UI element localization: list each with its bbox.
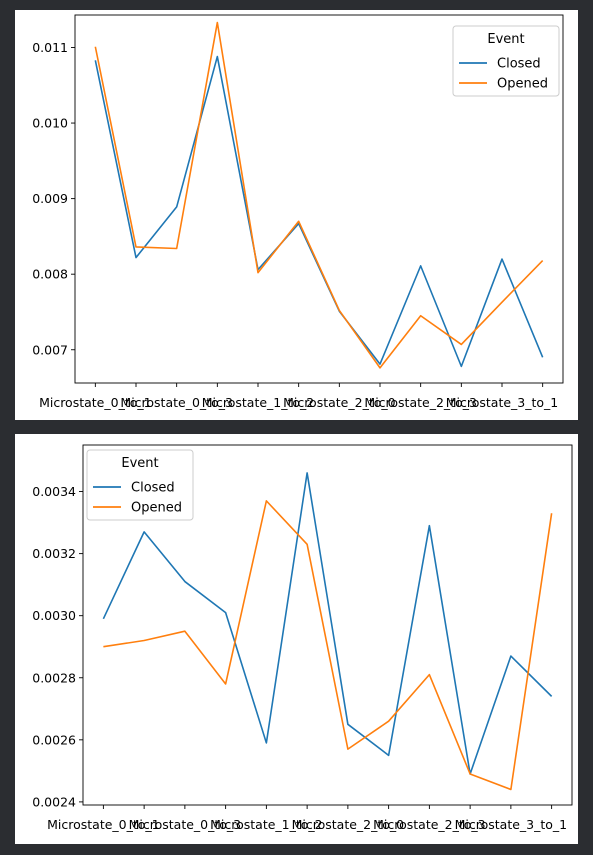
- legend-box: [452, 25, 560, 97]
- y-tick-label: 0.0034: [32, 484, 76, 499]
- x-tick-label: Microstate_3_to_1: [455, 817, 568, 832]
- series-line-opened: [94, 21, 544, 369]
- x-tick-label: Microstate_1_to_2: [210, 817, 323, 832]
- legend-title: Event: [121, 456, 158, 471]
- y-tick-label: 0.007: [32, 342, 68, 357]
- x-tick-label: Microstate_0_to_3: [129, 817, 242, 832]
- x-tick-label: Microstate_2_to_3: [373, 817, 486, 832]
- y-tick-label: 0.010: [32, 116, 68, 131]
- line-chart-top: 0.007 0.008 0.009 0.010 0.011 Microstate_0_to…: [32, 14, 564, 410]
- series-line-opened: [103, 500, 553, 791]
- x-tick-label: Microstate_3_to_1: [446, 395, 559, 410]
- y-tick-label: 0.0030: [32, 608, 76, 623]
- legend-title: Event: [487, 32, 524, 47]
- y-tick-label: 0.011: [32, 40, 68, 55]
- legend-label-closed: Closed: [497, 57, 541, 72]
- series-line-closed: [102, 472, 553, 775]
- legend-label-closed: Closed: [131, 481, 175, 496]
- y-tick-label: 0.008: [32, 267, 68, 282]
- legend-box: [86, 449, 194, 521]
- x-tick-label: Microstate_2_to_3: [364, 395, 477, 410]
- legend-label-opened: Opened: [497, 77, 548, 92]
- y-tick-label: 0.0032: [32, 546, 76, 561]
- x-tick-label: Microstate_2_to_0: [283, 395, 396, 410]
- y-tick-label: 0.0024: [32, 794, 76, 809]
- line-chart-bottom: 0.0024 0.0026 0.0028 0.0030 0.0032 0.0034 Micr…: [32, 444, 573, 832]
- x-tick-label: Microstate_0_to_1: [39, 395, 152, 410]
- plot-frame: [82, 444, 573, 806]
- series-line-closed: [94, 55, 544, 368]
- x-tick-label: Microstate_0_to_3: [120, 395, 233, 410]
- y-tick-label: 0.0026: [32, 732, 76, 747]
- x-tick-label: Microstate_0_to_1: [47, 817, 160, 832]
- y-tick-label: 0.0028: [32, 670, 76, 685]
- chart-panel-top: 0.007 0.008 0.009 0.010 0.011 Microstate_0_to…: [15, 10, 578, 420]
- y-tick-label: 0.009: [32, 191, 68, 206]
- legend-label-opened: Opened: [131, 501, 182, 516]
- x-tick-label: Microstate_1_to_2: [202, 395, 315, 410]
- chart-panel-bottom: 0.0024 0.0026 0.0028 0.0030 0.0032 0.0034 Micr…: [15, 434, 578, 844]
- x-tick-label: Microstate_2_to_0: [292, 817, 405, 832]
